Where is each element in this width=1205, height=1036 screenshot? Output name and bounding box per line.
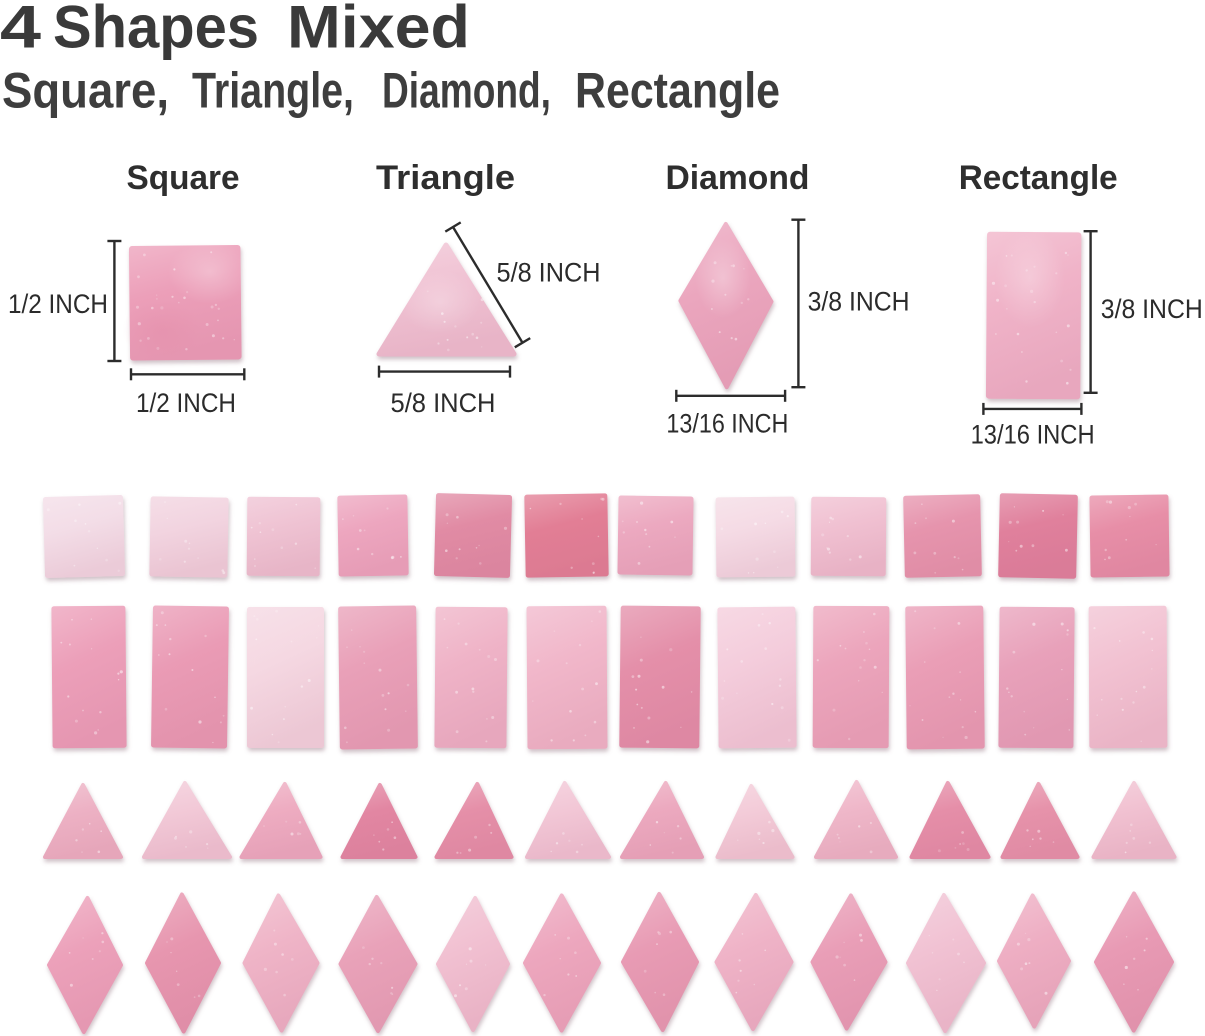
svg-text:3/8 INCH: 3/8 INCH <box>1101 294 1203 324</box>
svg-text:Rectangle: Rectangle <box>959 159 1118 197</box>
svg-text:13/16 INCH: 13/16 INCH <box>666 408 788 438</box>
svg-text:Triangle: Triangle <box>376 159 515 197</box>
svg-text:1/2 INCH: 1/2 INCH <box>8 289 108 319</box>
svg-text:Square: Square <box>127 159 240 197</box>
svg-text:5/8 INCH: 5/8 INCH <box>497 258 601 288</box>
svg-text:Square,Triangle,Diamond,Rectan: Square, Triangle, Diamond, Rectangle <box>2 63 780 119</box>
svg-text:Diamond: Diamond <box>666 159 810 197</box>
svg-text:3/8 INCH: 3/8 INCH <box>808 286 910 316</box>
svg-text:5/8 INCH: 5/8 INCH <box>391 388 496 418</box>
svg-text:1/2 INCH: 1/2 INCH <box>136 388 236 418</box>
svg-text:13/16 INCH: 13/16 INCH <box>971 419 1095 449</box>
